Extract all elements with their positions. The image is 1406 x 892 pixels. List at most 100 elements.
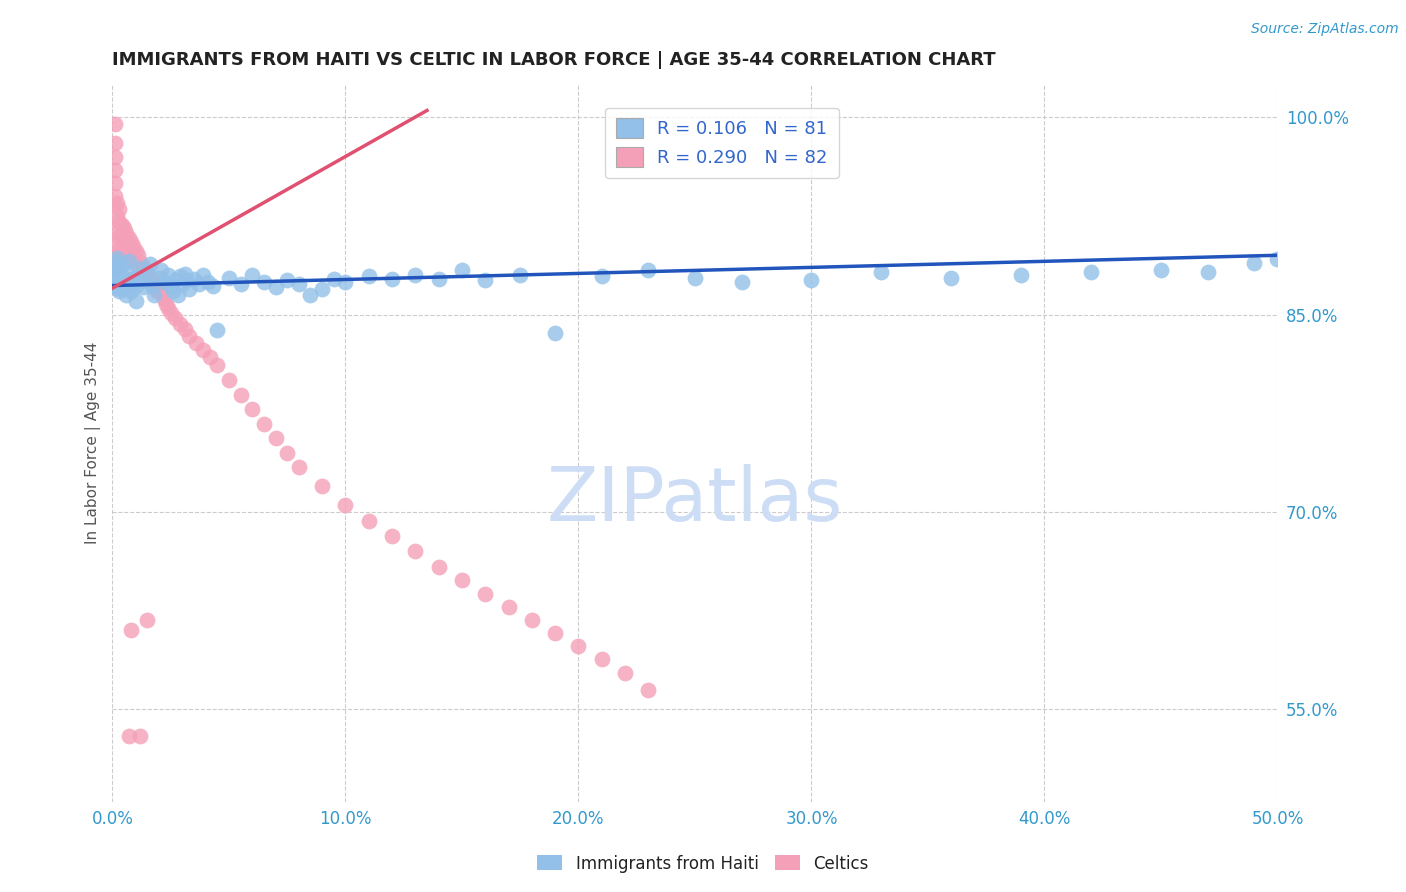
Point <box>104 268 127 282</box>
Point <box>637 262 659 277</box>
Point <box>683 270 706 285</box>
Point <box>138 258 160 272</box>
Point <box>108 215 131 229</box>
Point <box>125 244 148 259</box>
Point <box>800 273 823 287</box>
Point <box>157 301 180 315</box>
Point <box>105 209 128 223</box>
Point <box>108 242 131 256</box>
Point <box>509 268 531 282</box>
Point <box>136 613 159 627</box>
Point <box>104 149 127 163</box>
Point <box>498 599 520 614</box>
Point <box>115 239 138 253</box>
Point <box>136 265 159 279</box>
Point <box>105 251 128 265</box>
Point <box>108 273 131 287</box>
Point <box>104 117 127 131</box>
Point <box>229 277 252 292</box>
Point <box>104 162 127 177</box>
Point <box>1243 256 1265 270</box>
Point <box>104 255 127 269</box>
Point <box>637 682 659 697</box>
Point <box>111 258 134 272</box>
Point <box>207 358 229 372</box>
Point <box>148 280 170 294</box>
Point <box>141 278 163 293</box>
Point <box>105 195 128 210</box>
Point <box>122 239 145 253</box>
Point <box>108 228 131 243</box>
Point <box>104 176 127 190</box>
Point <box>357 514 380 528</box>
Point <box>404 544 426 558</box>
Point <box>1267 252 1289 267</box>
Point <box>381 529 404 543</box>
Point <box>155 297 177 311</box>
Point <box>229 388 252 402</box>
Point <box>108 261 131 276</box>
Point <box>118 231 141 245</box>
Point <box>143 287 166 301</box>
Point <box>104 136 127 151</box>
Point <box>120 624 142 638</box>
Point <box>111 231 134 245</box>
Point <box>129 261 152 276</box>
Point <box>131 280 153 294</box>
Point <box>120 277 142 292</box>
Point <box>125 278 148 293</box>
Point <box>474 586 496 600</box>
Point <box>157 268 180 282</box>
Point <box>141 275 163 289</box>
Point <box>197 275 219 289</box>
Text: ZIPatlas: ZIPatlas <box>547 464 844 537</box>
Point <box>427 560 450 574</box>
Point <box>150 286 173 301</box>
Point <box>474 273 496 287</box>
Point <box>145 284 167 298</box>
Point <box>187 277 209 292</box>
Point <box>111 218 134 232</box>
Point <box>276 446 298 460</box>
Point <box>150 262 173 277</box>
Point <box>1010 268 1032 282</box>
Point <box>162 284 184 298</box>
Point <box>169 317 191 331</box>
Point <box>111 244 134 259</box>
Point <box>941 270 963 285</box>
Point <box>105 264 128 278</box>
Point <box>129 729 152 743</box>
Point <box>118 729 141 743</box>
Point <box>200 350 222 364</box>
Point <box>311 283 333 297</box>
Point <box>172 277 194 292</box>
Point <box>357 269 380 284</box>
Point <box>125 294 148 309</box>
Point <box>105 222 128 236</box>
Point <box>193 343 215 357</box>
Point <box>427 272 450 286</box>
Point <box>115 265 138 279</box>
Point <box>112 275 135 289</box>
Point <box>870 265 893 279</box>
Point <box>520 613 543 627</box>
Point <box>127 248 149 262</box>
Point <box>730 275 752 289</box>
Point <box>125 258 148 272</box>
Point <box>105 248 128 262</box>
Point <box>112 220 135 235</box>
Point <box>159 278 181 293</box>
Point <box>299 287 322 301</box>
Point <box>201 278 224 293</box>
Point <box>264 431 287 445</box>
Text: Source: ZipAtlas.com: Source: ZipAtlas.com <box>1251 22 1399 37</box>
Point <box>288 460 311 475</box>
Legend: Immigrants from Haiti, Celtics: Immigrants from Haiti, Celtics <box>530 848 876 880</box>
Point <box>322 272 344 286</box>
Point <box>253 417 276 431</box>
Point <box>288 277 311 292</box>
Point <box>218 373 240 387</box>
Point <box>136 267 159 281</box>
Point <box>240 402 263 417</box>
Point <box>165 311 187 326</box>
